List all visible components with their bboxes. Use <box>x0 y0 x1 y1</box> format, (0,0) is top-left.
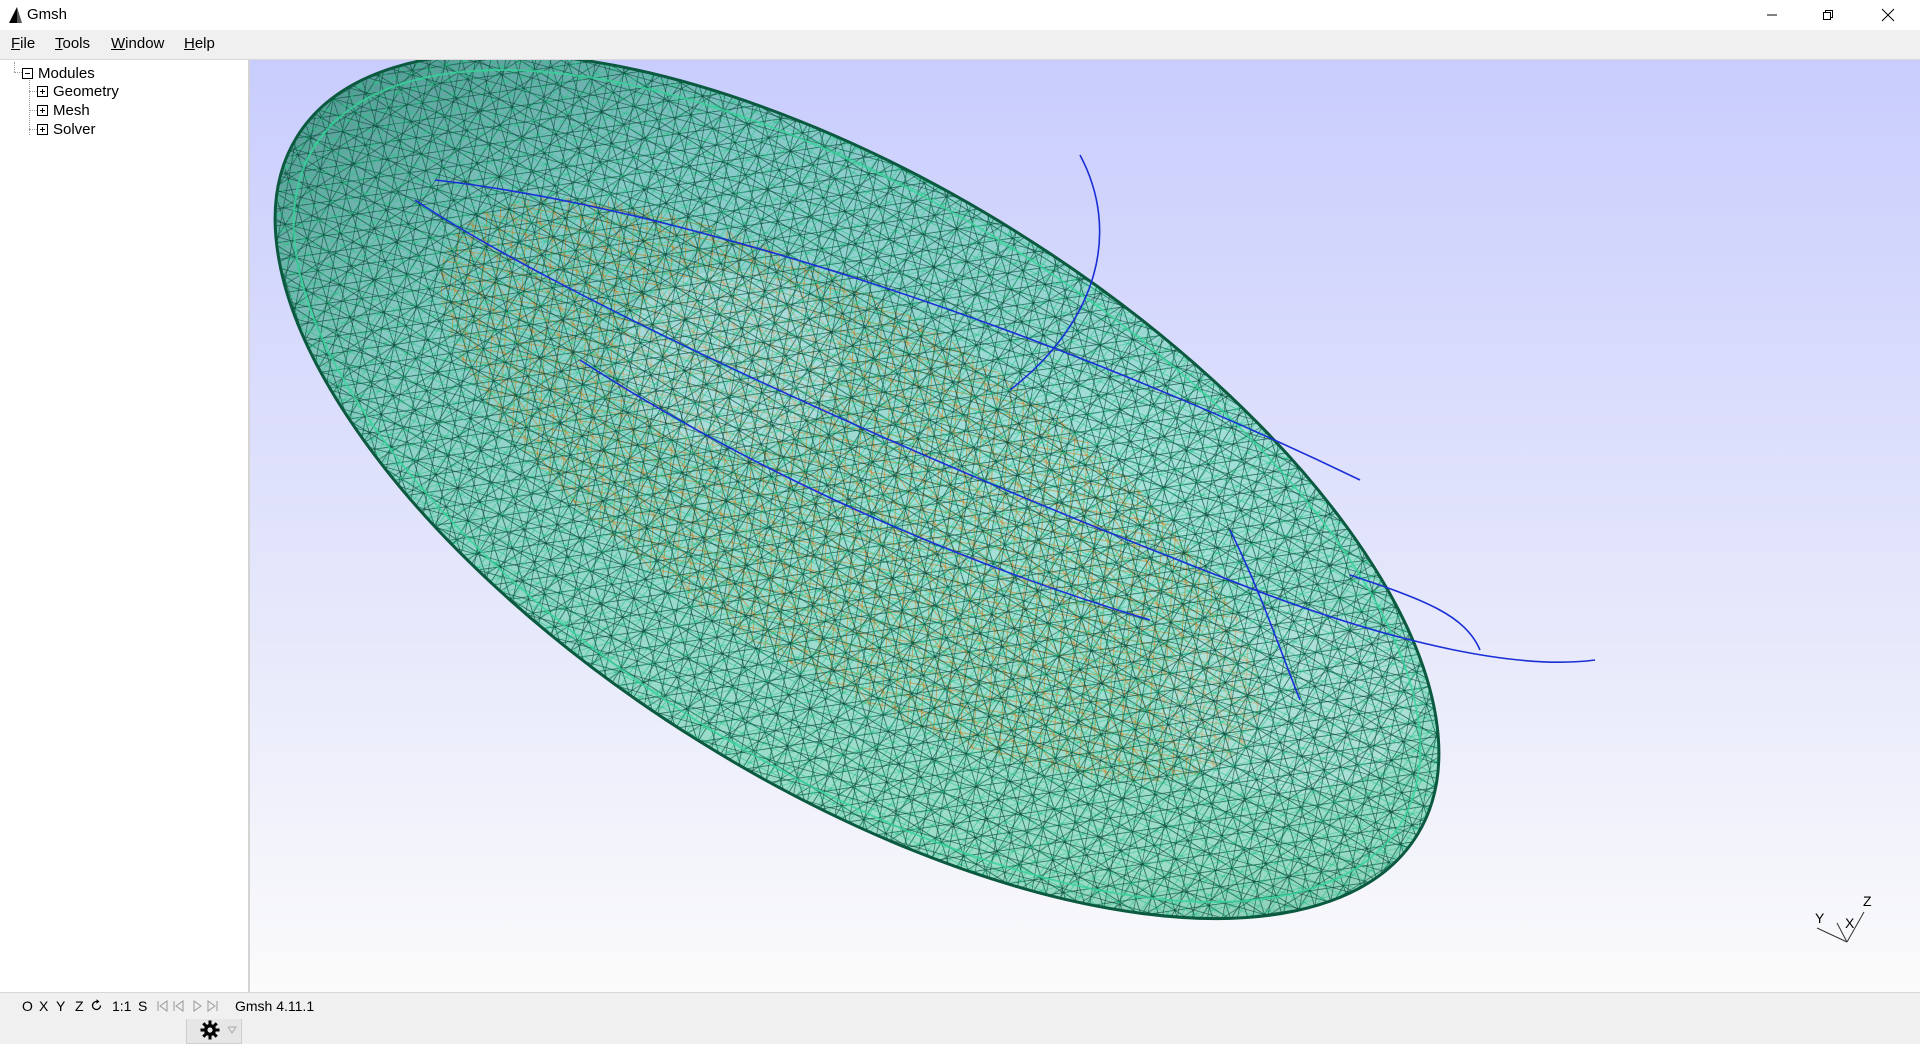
view-z-button[interactable]: Z <box>75 998 84 1014</box>
restore-button[interactable] <box>1800 0 1856 30</box>
tree-item-modules[interactable]: Modules <box>22 64 95 82</box>
view-origin-button[interactable]: O <box>22 998 33 1014</box>
menu-window-rest: indow <box>125 35 165 52</box>
axis-z-label: Z <box>1863 893 1872 909</box>
title-bar: Gmsh <box>0 0 1920 30</box>
tree-item-label: Geometry <box>53 82 119 100</box>
mesh-rim <box>292 69 1422 903</box>
tree-item-label: Modules <box>38 64 95 82</box>
menu-tools-accel: T <box>55 35 63 52</box>
module-tree-panel: Modules Geometry Mesh Solver <box>0 60 250 1044</box>
minimize-button[interactable] <box>1744 0 1800 30</box>
graphics-viewport[interactable] <box>250 60 1920 992</box>
status-bar: O X Y Z 1:1 S Gmsh 4.11.1 <box>0 992 1920 1019</box>
menu-help[interactable]: Help <box>184 35 215 52</box>
mesh-body <box>250 60 1576 992</box>
playback-controls <box>157 1000 218 1012</box>
menu-bar: File Tools Window Help <box>0 30 1920 60</box>
rotate-icon[interactable] <box>90 999 103 1012</box>
expand-icon[interactable] <box>37 104 48 116</box>
view-y-button[interactable]: Y <box>56 998 66 1014</box>
menu-window-accel: W <box>111 35 126 52</box>
view-x-button[interactable]: X <box>39 998 49 1014</box>
first-icon[interactable] <box>157 1000 168 1012</box>
menu-file-rest: ile <box>20 35 36 52</box>
gmsh-logo-icon <box>9 7 22 23</box>
last-icon[interactable] <box>207 1000 218 1012</box>
tree-item-label: Mesh <box>53 101 90 119</box>
axis-x-label: X <box>1845 915 1855 931</box>
scale-button[interactable]: 1:1 <box>112 998 132 1014</box>
tree-connector <box>14 72 22 73</box>
menu-tools[interactable]: Tools <box>55 35 90 52</box>
status-message: Gmsh 4.11.1 <box>235 998 315 1014</box>
menu-tools-rest: ools <box>62 35 91 52</box>
close-button[interactable] <box>1860 0 1916 30</box>
dropdown-arrow-icon <box>227 1026 237 1034</box>
previous-icon[interactable] <box>173 1000 184 1012</box>
axes-indicator: Y X Z <box>1815 893 1872 943</box>
tree-connector <box>29 91 37 92</box>
expand-icon[interactable] <box>37 123 48 135</box>
expand-icon[interactable] <box>37 85 48 97</box>
close-icon <box>1881 8 1895 22</box>
menu-window[interactable]: Window <box>111 35 164 52</box>
tree-item-solver[interactable]: Solver <box>37 120 96 138</box>
tree-connector <box>29 78 30 135</box>
window-title: Gmsh <box>27 6 68 23</box>
tree-item-geometry[interactable]: Geometry <box>37 82 119 100</box>
tree-connector <box>29 110 37 111</box>
axis-y-label: Y <box>1815 910 1825 926</box>
tree-item-mesh[interactable]: Mesh <box>37 101 90 119</box>
tree-item-label: Solver <box>53 120 96 138</box>
menu-help-accel: H <box>184 35 195 52</box>
mesh-model[interactable] <box>250 60 1920 992</box>
menu-help-rest: elp <box>194 35 215 52</box>
menu-file-accel: F <box>11 35 21 52</box>
minimize-icon <box>1767 14 1777 16</box>
select-button[interactable]: S <box>138 998 148 1014</box>
tree-connector <box>14 62 15 72</box>
restore-icon <box>1823 10 1833 20</box>
tree-connector <box>29 129 37 130</box>
geometry-curves <box>414 154 1596 701</box>
gear-icon <box>200 1020 220 1040</box>
play-icon[interactable] <box>193 1000 202 1012</box>
menu-file[interactable]: File <box>11 35 35 52</box>
collapse-icon[interactable] <box>22 67 33 79</box>
mesh-outline <box>273 60 1441 920</box>
